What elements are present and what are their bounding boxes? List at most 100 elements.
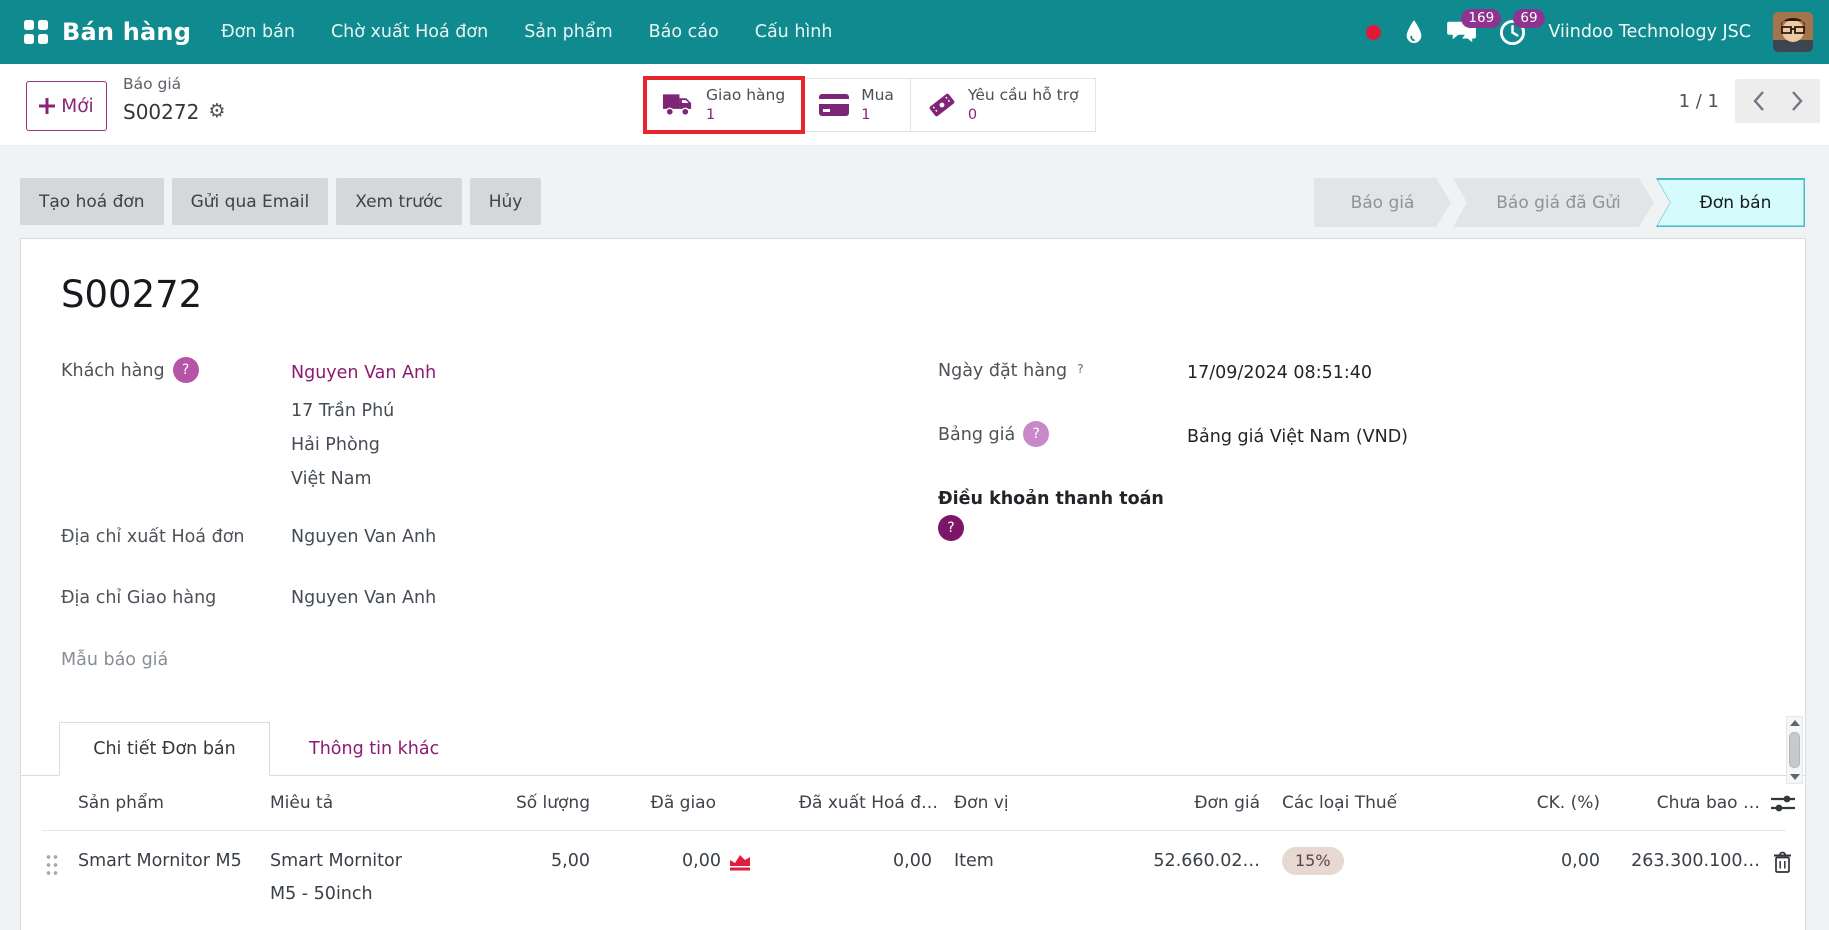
order-lines-table: Sản phẩm Miêu tả Số lượng Đã giao Đã xuấ…: [42, 776, 1795, 911]
customer-address-line: Việt Nam: [291, 469, 372, 489]
row-taxes[interactable]: 15%: [1260, 845, 1490, 878]
menu-san-pham[interactable]: Sản phẩm: [524, 22, 613, 42]
order-title: S00272: [61, 273, 203, 316]
smart-button-group: Giao hàng 1 Mua 1 Yêu cầu hỗ trợ 0: [642, 76, 1096, 134]
menu-bao-cao[interactable]: Báo cáo: [648, 22, 719, 42]
row-subtotal: 263.300.100…: [1631, 851, 1760, 871]
status-bar: Báo giá Báo giá đã Gửi Đơn bán: [1314, 178, 1805, 227]
row-invoiced[interactable]: 0,00: [893, 851, 932, 871]
droplet-icon[interactable]: [1403, 18, 1425, 46]
smart-button-label: Giao hàng: [706, 86, 786, 105]
forecast-chart-icon[interactable]: [728, 852, 752, 872]
smart-button-helpdesk[interactable]: Yêu cầu hỗ trợ 0: [911, 79, 1095, 131]
payment-terms-label: Điều khoản thanh toán: [938, 489, 1164, 509]
tab-order-lines[interactable]: Chi tiết Đơn bán: [59, 722, 270, 776]
col-delivered: Đã giao: [650, 793, 716, 813]
pricelist-value[interactable]: Bảng giá Việt Nam (VND): [1187, 427, 1409, 447]
pager-next-button[interactable]: [1773, 79, 1820, 123]
col-uom: Đơn vị: [954, 793, 1009, 813]
company-name[interactable]: Viindoo Technology JSC: [1548, 22, 1751, 42]
status-step-quotation-sent[interactable]: Báo giá đã Gửi: [1453, 178, 1654, 227]
send-email-button[interactable]: Gửi qua Email: [171, 178, 329, 225]
activities-badge: 69: [1513, 8, 1545, 28]
create-invoice-button[interactable]: Tạo hoá đơn: [20, 178, 164, 225]
pricelist-label: Bảng giá ?: [938, 421, 1050, 447]
form-sheet: S00272 Khách hàng ? Nguyen Van Anh 17 Tr…: [20, 238, 1806, 930]
action-band: Tạo hoá đơn Gửi qua Email Xem trước Hủy …: [0, 147, 1829, 238]
help-badge-icon: ?: [172, 357, 199, 383]
order-date-value[interactable]: 17/09/2024 08:51:40: [1187, 363, 1373, 383]
scrollbar-thumb[interactable]: [1789, 732, 1800, 768]
help-badge-icon: ?: [1023, 421, 1050, 447]
quotation-template-label: Mẫu báo giá: [61, 650, 169, 670]
activities-clock-icon[interactable]: 69: [1499, 8, 1545, 46]
invoice-address-value[interactable]: Nguyen Van Anh: [291, 527, 437, 547]
row-unit-price[interactable]: 52.660.02…: [1153, 851, 1260, 871]
customer-name-link[interactable]: Nguyen Van Anh: [291, 363, 437, 383]
status-step-quotation[interactable]: Báo giá: [1314, 178, 1451, 227]
help-badge-icon: ?: [938, 515, 964, 541]
order-lines-header: Sản phẩm Miêu tả Số lượng Đã giao Đã xuấ…: [42, 776, 1795, 831]
messages-badge: 169: [1461, 9, 1502, 28]
col-subtotal: Chưa bao …: [1656, 793, 1760, 813]
truck-icon: [662, 94, 692, 116]
order-line-row: Smart Mornitor M5 Smart Mornitor M5 - 50…: [42, 831, 1791, 911]
optional-columns-icon[interactable]: [1760, 791, 1805, 815]
apps-menu-icon[interactable]: [24, 20, 48, 44]
invoice-address-label: Địa chỉ xuất Hoá đơn: [61, 527, 245, 547]
col-description: Miêu tả: [270, 793, 334, 813]
gear-icon[interactable]: ⚙: [208, 100, 226, 122]
customer-address-line: 17 Trần Phú: [291, 401, 395, 421]
smart-button-purchase[interactable]: Mua 1: [802, 79, 911, 131]
smart-button-delivery[interactable]: Giao hàng 1: [642, 76, 806, 134]
col-quantity: Số lượng: [515, 793, 590, 813]
notebook-scrollbar[interactable]: [1786, 716, 1803, 784]
help-marker: ?: [1077, 361, 1084, 376]
menu-cho-xuat-hoa-don[interactable]: Chờ xuất Hoá đơn: [330, 22, 489, 42]
row-uom[interactable]: Item: [954, 851, 994, 871]
new-button-label: Mới: [61, 95, 94, 117]
col-product: Sản phẩm: [78, 793, 164, 813]
smart-button-label: Mua: [861, 86, 894, 105]
user-avatar[interactable]: [1773, 12, 1813, 52]
chevron-left-icon: [1752, 91, 1764, 111]
smart-button-count: 1: [861, 106, 871, 123]
smart-button-count: 0: [967, 106, 978, 123]
row-discount[interactable]: 0,00: [1561, 851, 1600, 871]
row-delivered[interactable]: 0,00: [590, 845, 754, 878]
main-menu: Đơn bán Chờ xuất Hoá đơn Sản phẩm Báo cá…: [221, 22, 832, 42]
customer-address-line: Hải Phòng: [291, 435, 380, 455]
tab-other-info[interactable]: Thông tin khác: [309, 738, 440, 759]
row-product-link[interactable]: Smart Mornitor M5: [78, 851, 242, 871]
delivery-address-value[interactable]: Nguyen Van Anh: [291, 588, 437, 608]
status-step-sales-order[interactable]: Đơn bán: [1656, 178, 1805, 227]
new-record-button[interactable]: Mới: [26, 81, 107, 131]
tax-badge[interactable]: 15%: [1282, 847, 1344, 875]
col-invoiced: Đã xuất Hoá đ…: [798, 793, 938, 813]
col-unit-price: Đơn giá: [1194, 793, 1260, 813]
breadcrumb-parent[interactable]: Báo giá: [123, 75, 182, 93]
pager: 1 / 1: [1679, 79, 1820, 123]
tab-bar-divider: [21, 775, 1805, 776]
smart-button-count: 1: [706, 106, 716, 123]
delete-row-icon[interactable]: [1760, 845, 1805, 874]
scroll-down-arrow[interactable]: [1789, 774, 1800, 780]
scroll-up-arrow[interactable]: [1789, 720, 1800, 726]
preview-button[interactable]: Xem trước: [336, 178, 462, 225]
drag-handle[interactable]: [45, 853, 58, 876]
order-date-label: Ngày đặt hàng?: [938, 361, 1084, 381]
col-discount: CK. (%): [1536, 793, 1600, 813]
chevron-right-icon: [1791, 91, 1803, 111]
top-navbar: Bán hàng Đơn bán Chờ xuất Hoá đơn Sản ph…: [0, 0, 1829, 64]
row-description[interactable]: Smart Mornitor M5 - 50inch: [270, 851, 402, 904]
app-name[interactable]: Bán hàng: [62, 18, 192, 46]
menu-don-ban[interactable]: Đơn bán: [221, 22, 295, 42]
plus-icon: [39, 98, 56, 114]
messages-icon[interactable]: 169: [1447, 9, 1502, 45]
cancel-button[interactable]: Hủy: [469, 178, 542, 225]
delivery-address-label: Địa chỉ Giao hàng: [61, 588, 217, 608]
credit-card-icon: [819, 94, 850, 116]
breadcrumb-current: S00272: [123, 99, 200, 124]
row-quantity[interactable]: 5,00: [551, 851, 590, 871]
menu-cau-hinh[interactable]: Cấu hình: [754, 22, 833, 42]
